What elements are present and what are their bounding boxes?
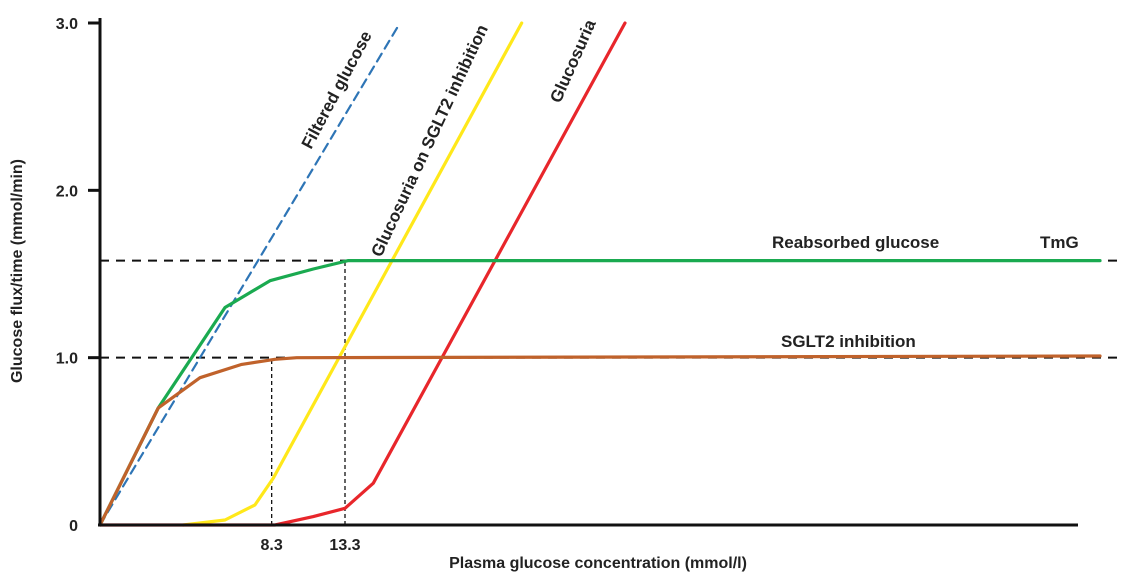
series-lines: [98, 21, 1102, 527]
tick-marks: 0 1.0 2.0 3.0 8.3 13.3: [56, 16, 361, 554]
reference-lines: [100, 259, 1124, 359]
y-tick-label: 1.0: [56, 351, 78, 368]
label-sglt2-inhibition: SGLT2 inhibition: [781, 332, 916, 351]
label-filtered-glucose: Filtered glucose: [298, 28, 376, 152]
series-line-sglt2-inhibition: [98, 354, 1102, 527]
y-tick-label: 0: [69, 518, 78, 535]
y-tick-label: 2.0: [56, 183, 78, 200]
x-tick-label: 8.3: [261, 537, 283, 554]
y-axis-title: Glucose flux/time (mmol/min): [9, 159, 26, 383]
axes: [98, 18, 1078, 527]
label-glucosuria: Glucosuria: [546, 16, 600, 105]
label-glucosuria-sglt2: Glucosuria on SGLT2 inhibition: [367, 22, 491, 260]
label-tmg: TmG: [1040, 233, 1079, 252]
label-reabsorbed-glucose: Reabsorbed glucose: [772, 233, 939, 252]
guide-lines: [271, 260, 346, 525]
series-line-reabsorbed-glucose: [98, 259, 1102, 527]
x-axis-title: Plasma glucose concentration (mmol/l): [449, 555, 747, 572]
series-line-filtered-glucose: [98, 21, 402, 527]
x-tick-label: 13.3: [329, 537, 360, 554]
y-tick-label: 3.0: [56, 16, 78, 33]
series-line-glucosuria-on-sglt2-inhibition: [181, 21, 524, 527]
